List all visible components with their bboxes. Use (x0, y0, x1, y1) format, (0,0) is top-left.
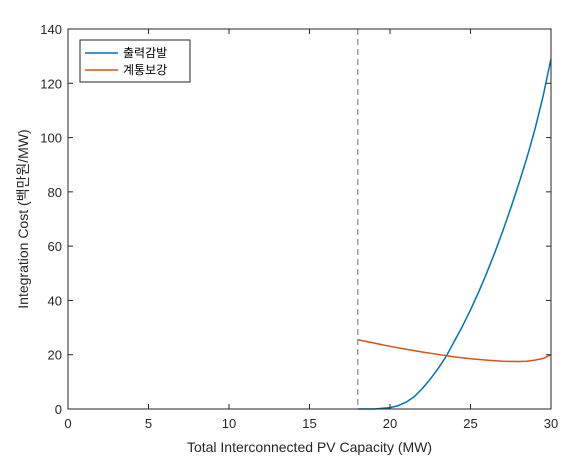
x-tick-label: 0 (64, 416, 71, 431)
x-tick-label: 5 (145, 416, 152, 431)
ticks-layer: 0 5 10 15 20 25 30 0 20 40 60 80 100 120 140 (40, 22, 558, 431)
series-line-0 (357, 58, 552, 410)
x-tick-label: 25 (463, 416, 477, 431)
y-axis-label: Integration Cost (백만원/MW) (15, 129, 31, 308)
legend-label-curtailment: 출력감발 (123, 46, 167, 60)
legend-label-grid-reinforcement: 계통보강 (123, 63, 167, 77)
y-tick-label: 140 (40, 22, 62, 37)
y-tick-label: 20 (48, 348, 62, 363)
plot-area (68, 29, 551, 409)
y-tick-label: 80 (48, 185, 62, 200)
x-tick-label: 20 (383, 416, 397, 431)
x-tick-label: 15 (302, 416, 316, 431)
x-tick-label: 30 (544, 416, 558, 431)
series-line-1 (357, 339, 552, 363)
y-tick-label: 60 (48, 239, 62, 254)
y-tick-label: 120 (40, 76, 62, 91)
x-axis-label: Total Interconnected PV Capacity (MW) (187, 439, 432, 455)
y-tick-label: 0 (55, 402, 62, 417)
legend: 출력감발 계통보강 (79, 39, 191, 83)
y-tick-label: 40 (48, 293, 62, 308)
x-tick-label: 10 (222, 416, 236, 431)
legend-box (79, 39, 191, 83)
series-layer (357, 58, 552, 410)
y-tick-label: 100 (40, 131, 62, 146)
